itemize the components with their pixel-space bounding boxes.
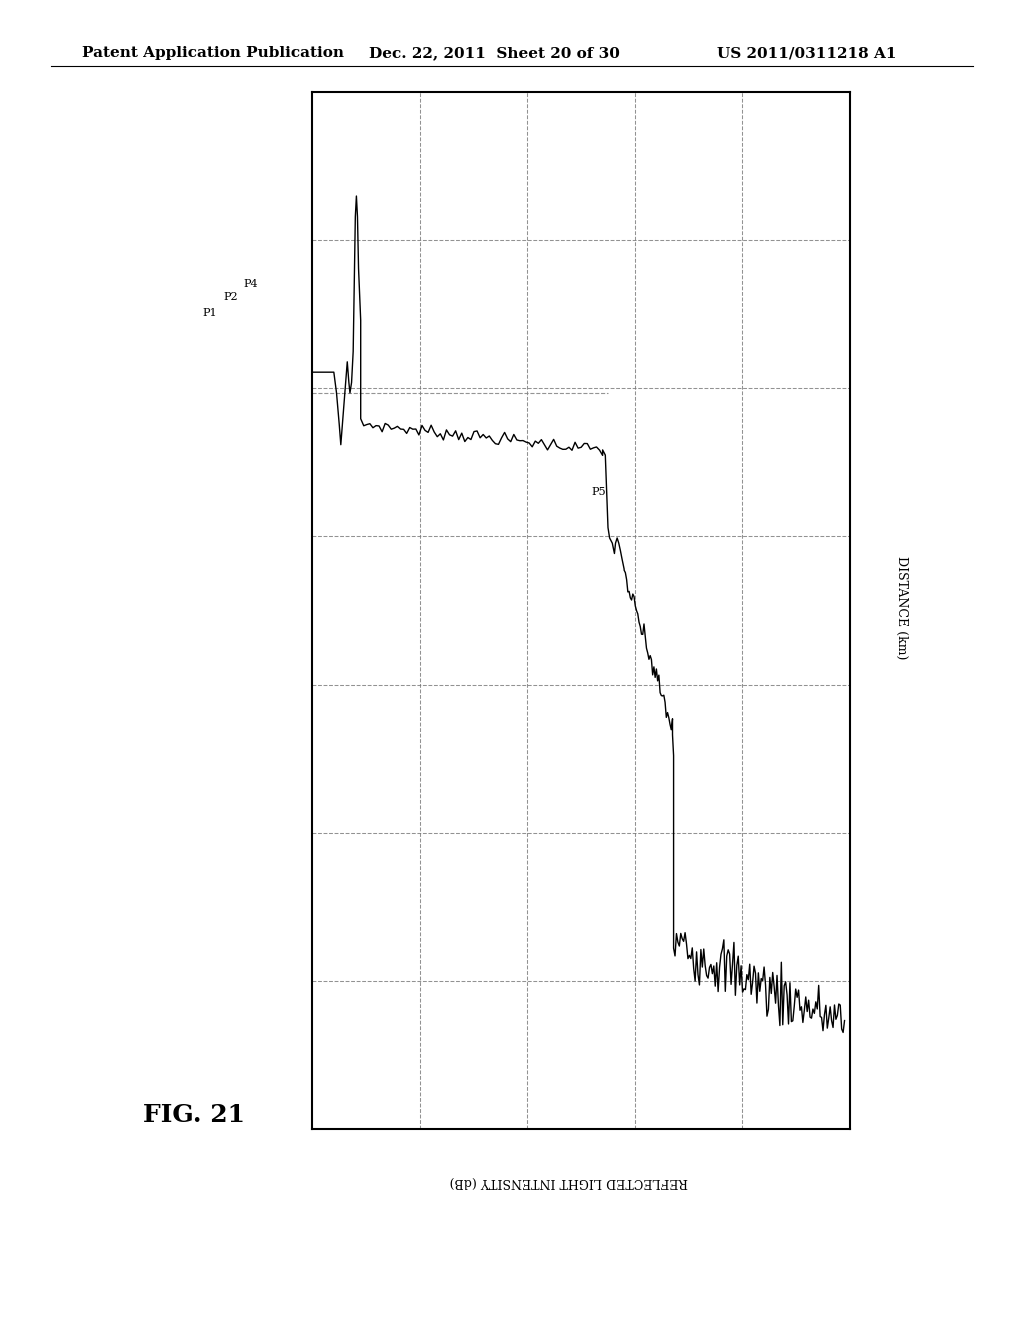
- Text: P2: P2: [223, 292, 238, 302]
- Text: Dec. 22, 2011  Sheet 20 of 30: Dec. 22, 2011 Sheet 20 of 30: [369, 46, 620, 61]
- Text: P4: P4: [244, 279, 258, 289]
- Text: Patent Application Publication: Patent Application Publication: [82, 46, 344, 61]
- Text: US 2011/0311218 A1: US 2011/0311218 A1: [717, 46, 896, 61]
- Text: P1: P1: [203, 308, 217, 318]
- Text: P5: P5: [592, 487, 606, 496]
- Text: FIG. 21: FIG. 21: [143, 1104, 246, 1127]
- Text: DISTANCE (km): DISTANCE (km): [895, 556, 907, 659]
- Text: REFLECTED LIGHT INTENSITY (dB): REFLECTED LIGHT INTENSITY (dB): [450, 1175, 687, 1188]
